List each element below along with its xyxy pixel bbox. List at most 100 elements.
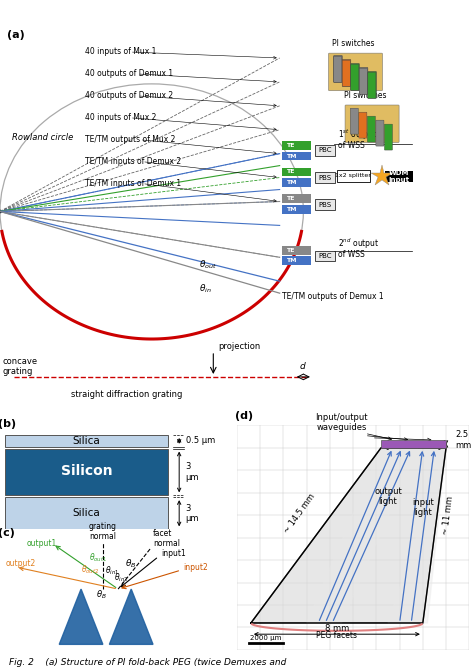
Text: PI switches: PI switches: [332, 39, 374, 48]
Bar: [282, 205, 311, 214]
Text: 3
μm: 3 μm: [186, 462, 199, 482]
FancyBboxPatch shape: [359, 112, 367, 138]
Bar: [5, 449, 168, 495]
Text: TM: TM: [286, 153, 296, 159]
Text: $\theta_{in}$: $\theta_{in}$: [199, 282, 212, 295]
Polygon shape: [307, 448, 418, 623]
Text: 2$^{nd}$ output: 2$^{nd}$ output: [338, 236, 380, 251]
Text: PBC: PBC: [319, 253, 332, 259]
Text: 40 inputs of Mux 1: 40 inputs of Mux 1: [85, 48, 157, 56]
Text: (b): (b): [0, 419, 16, 429]
Text: input
light: input light: [412, 498, 434, 517]
Bar: [315, 251, 335, 261]
Text: Fig. 2    (a) Structure of PI fold-back PEG (twice Demuxes and: Fig. 2 (a) Structure of PI fold-back PEG…: [9, 658, 287, 667]
Text: output2: output2: [6, 559, 36, 568]
Text: $d$: $d$: [299, 360, 306, 371]
Bar: [282, 141, 311, 149]
Bar: [385, 172, 413, 182]
FancyBboxPatch shape: [368, 72, 376, 98]
Text: $\theta_{in1}$: $\theta_{in1}$: [105, 565, 119, 577]
Text: $\theta_{out1}$: $\theta_{out1}$: [89, 551, 107, 564]
Text: 1x2 splitter: 1x2 splitter: [335, 174, 371, 178]
FancyBboxPatch shape: [350, 108, 358, 134]
Bar: [282, 168, 311, 176]
Polygon shape: [109, 589, 153, 645]
Text: PEG facets: PEG facets: [316, 630, 357, 640]
Text: ~ 14.5 mm: ~ 14.5 mm: [283, 492, 317, 535]
Text: TE/TM outputs of Mux 2: TE/TM outputs of Mux 2: [85, 135, 176, 144]
Text: TM: TM: [286, 259, 296, 263]
Bar: [282, 151, 311, 160]
Text: Silica: Silica: [73, 509, 100, 519]
FancyBboxPatch shape: [334, 56, 342, 82]
FancyBboxPatch shape: [351, 64, 359, 90]
Text: 40 outputs of Demux 2: 40 outputs of Demux 2: [85, 91, 173, 100]
Text: 1$^{st}$ output: 1$^{st}$ output: [338, 127, 378, 141]
Text: Input/output
waveguides: Input/output waveguides: [315, 413, 368, 432]
Text: (a): (a): [7, 30, 25, 40]
FancyBboxPatch shape: [342, 60, 350, 86]
Text: TE: TE: [286, 170, 294, 174]
Text: PBC: PBC: [319, 147, 332, 153]
Text: ~ 11 mm: ~ 11 mm: [441, 496, 456, 535]
Text: PI switches: PI switches: [344, 91, 386, 100]
FancyBboxPatch shape: [345, 105, 399, 143]
FancyBboxPatch shape: [328, 53, 383, 90]
Text: projection: projection: [218, 342, 260, 351]
Text: TE: TE: [286, 248, 294, 253]
Text: PBS: PBS: [319, 202, 332, 208]
Text: (c): (c): [0, 528, 15, 538]
FancyBboxPatch shape: [342, 60, 351, 86]
Text: 40 outputs of Demux 1: 40 outputs of Demux 1: [85, 70, 173, 78]
Text: TE: TE: [286, 196, 294, 201]
Text: (d): (d): [235, 411, 253, 421]
Text: $\theta_B$: $\theta_B$: [96, 589, 107, 602]
Text: 2000 μm: 2000 μm: [250, 634, 282, 641]
Text: of WSS: of WSS: [338, 141, 365, 151]
Text: PBS: PBS: [319, 175, 332, 181]
Bar: [282, 178, 311, 187]
FancyBboxPatch shape: [368, 72, 376, 98]
Polygon shape: [388, 448, 446, 623]
Text: $\theta_{out}$: $\theta_{out}$: [199, 258, 217, 271]
Text: $\theta_{in2}$: $\theta_{in2}$: [114, 572, 128, 584]
Text: TE/TM inputs of Demux 2: TE/TM inputs of Demux 2: [85, 157, 182, 166]
Text: TM: TM: [286, 207, 296, 212]
Bar: [282, 257, 311, 265]
Text: 2.5
mm: 2.5 mm: [456, 430, 472, 450]
Polygon shape: [59, 589, 103, 645]
Text: of WSS: of WSS: [338, 251, 365, 259]
Bar: [315, 172, 335, 183]
Text: Silica: Silica: [73, 436, 100, 446]
Text: Silicon: Silicon: [61, 464, 112, 478]
Text: straight diffraction grating: straight diffraction grating: [71, 390, 182, 399]
FancyBboxPatch shape: [334, 56, 342, 82]
FancyBboxPatch shape: [351, 64, 359, 90]
Polygon shape: [251, 448, 446, 623]
Text: input1: input1: [161, 549, 186, 558]
FancyBboxPatch shape: [376, 120, 384, 146]
Text: grating
normal: grating normal: [89, 522, 117, 541]
Text: TE: TE: [286, 143, 294, 148]
FancyBboxPatch shape: [384, 124, 392, 150]
Bar: [381, 440, 446, 448]
Bar: [315, 145, 335, 155]
Text: input2: input2: [183, 563, 208, 572]
Bar: [337, 170, 370, 182]
Text: 0.5 μm: 0.5 μm: [186, 436, 215, 446]
Text: WDM
input: WDM input: [389, 170, 410, 183]
Text: facet
normal: facet normal: [153, 529, 180, 548]
Text: concave
grating: concave grating: [2, 357, 37, 377]
Bar: [282, 194, 311, 203]
Text: $\theta_B$: $\theta_B$: [125, 558, 136, 570]
Text: Rowland circle: Rowland circle: [12, 133, 73, 141]
Text: 40 inputs of Mux 2: 40 inputs of Mux 2: [85, 113, 157, 122]
Bar: [5, 497, 168, 529]
Text: TE/TM outputs of Demux 1: TE/TM outputs of Demux 1: [282, 292, 383, 301]
Text: TM: TM: [286, 180, 296, 185]
Text: 3
μm: 3 μm: [186, 504, 199, 523]
Bar: [315, 200, 335, 210]
FancyBboxPatch shape: [359, 68, 367, 94]
Text: output
light: output light: [374, 486, 402, 506]
Text: TE/TM inputs of Demux 1: TE/TM inputs of Demux 1: [85, 179, 182, 188]
